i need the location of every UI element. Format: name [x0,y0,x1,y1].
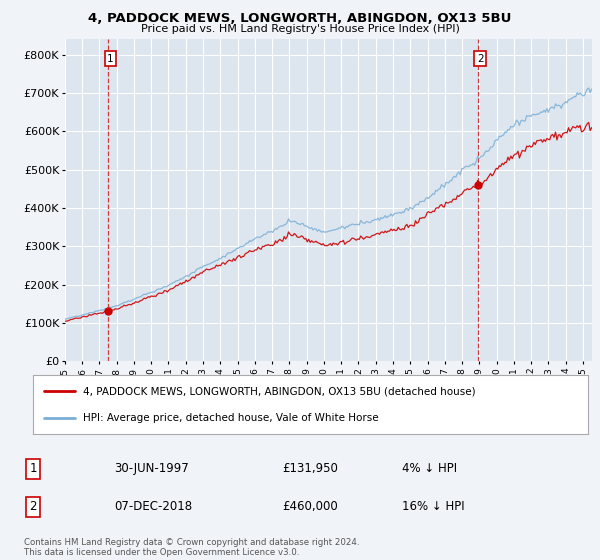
Text: 4% ↓ HPI: 4% ↓ HPI [402,462,457,475]
Text: £460,000: £460,000 [282,500,338,514]
Text: 4, PADDOCK MEWS, LONGWORTH, ABINGDON, OX13 5BU (detached house): 4, PADDOCK MEWS, LONGWORTH, ABINGDON, OX… [83,386,476,396]
Text: Contains HM Land Registry data © Crown copyright and database right 2024.
This d: Contains HM Land Registry data © Crown c… [24,538,359,557]
Text: Price paid vs. HM Land Registry's House Price Index (HPI): Price paid vs. HM Land Registry's House … [140,24,460,34]
Text: HPI: Average price, detached house, Vale of White Horse: HPI: Average price, detached house, Vale… [83,413,379,423]
Text: 16% ↓ HPI: 16% ↓ HPI [402,500,464,514]
Text: 4, PADDOCK MEWS, LONGWORTH, ABINGDON, OX13 5BU: 4, PADDOCK MEWS, LONGWORTH, ABINGDON, OX… [88,12,512,25]
Text: £131,950: £131,950 [282,462,338,475]
Text: 30-JUN-1997: 30-JUN-1997 [114,462,189,475]
Text: 07-DEC-2018: 07-DEC-2018 [114,500,192,514]
Text: 2: 2 [477,54,484,64]
Text: 1: 1 [107,54,114,64]
Text: 2: 2 [29,500,37,514]
Text: 1: 1 [29,462,37,475]
